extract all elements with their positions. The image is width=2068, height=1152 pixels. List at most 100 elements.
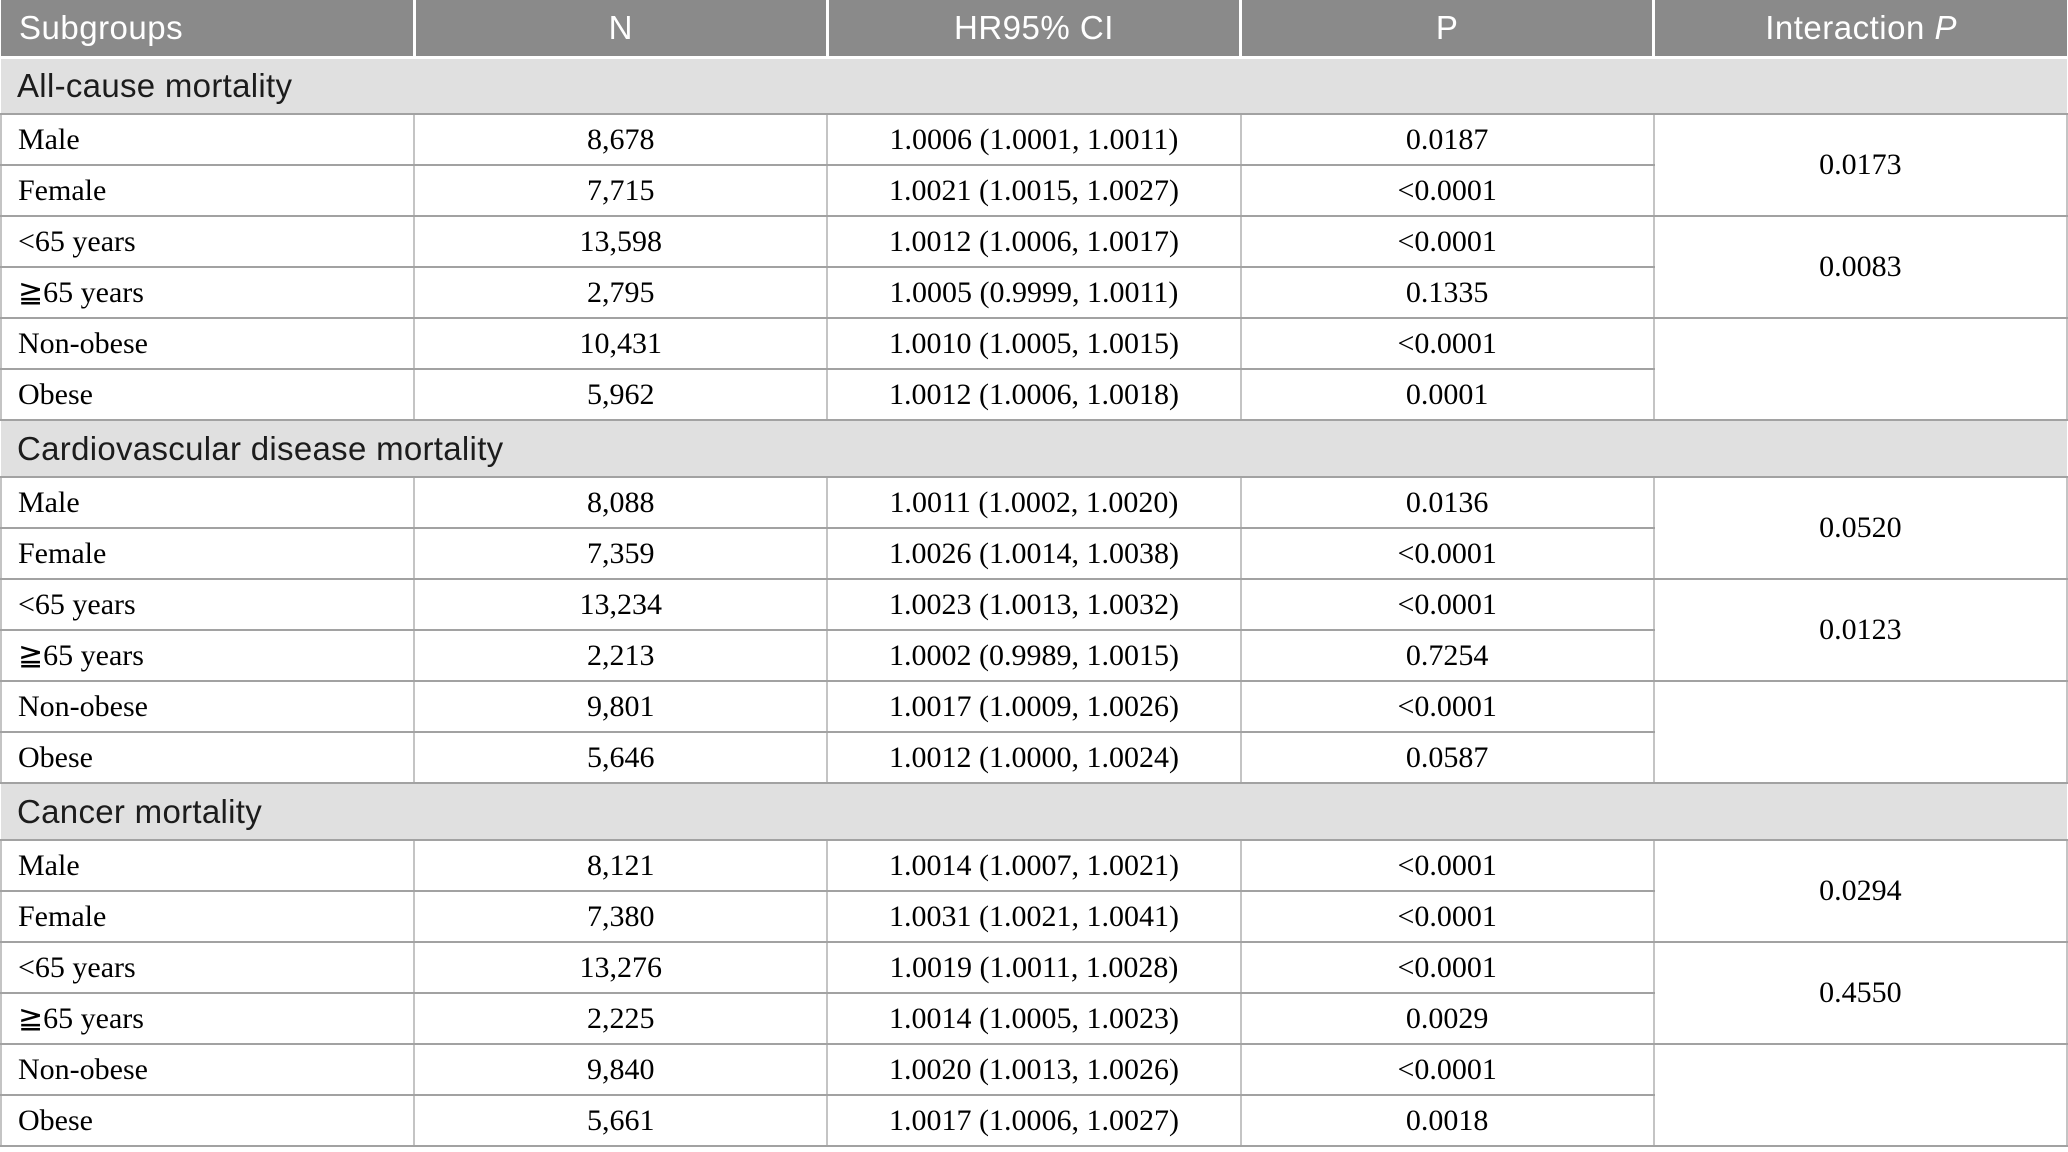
table-row: <65 years 13,598 1.0012 (1.0006, 1.0017)… xyxy=(0,215,2068,319)
table-row: Non-obese 9,840 1.0020 (1.0013, 1.0026) … xyxy=(0,1043,2068,1147)
section-row: Cardiovascular disease mortality xyxy=(1,419,2067,478)
table-row: ≧65 years 2,795 1.0005 (0.9999, 1.0011) … xyxy=(0,266,2067,319)
hr-ci-cell: 1.0012 (1.0000, 1.0024) xyxy=(826,731,1242,784)
table-row: Female 7,359 1.0026 (1.0014, 1.0038) <0.… xyxy=(0,527,2067,580)
table-row: Obese 5,646 1.0012 (1.0000, 1.0024) 0.05… xyxy=(0,731,2067,784)
n-cell: 2,213 xyxy=(413,629,829,682)
table-row: Female 7,715 1.0021 (1.0015, 1.0027) <0.… xyxy=(0,164,2067,217)
p-value-cell: 0.0587 xyxy=(1239,731,1655,784)
subgroup-cell: Obese xyxy=(0,368,416,421)
table-row: <65 years 13,276 1.0019 (1.0011, 1.0028)… xyxy=(0,941,2068,1045)
table-row: Obese 5,661 1.0017 (1.0006, 1.0027) 0.00… xyxy=(0,1094,2067,1147)
hr-ci-cell: 1.0014 (1.0007, 1.0021) xyxy=(826,839,1242,892)
subgroup-cell: Non-obese xyxy=(0,680,416,733)
subgroup-cell: Female xyxy=(0,890,416,943)
table-row: Non-obese 10,431 1.0010 (1.0005, 1.0015)… xyxy=(0,317,2068,421)
n-cell: 2,795 xyxy=(413,266,829,319)
p-value-cell: 0.7254 xyxy=(1239,629,1655,682)
table-row: Male 8,678 1.0006 (1.0001, 1.0011) 0.018… xyxy=(0,113,2068,217)
p-value-cell: 0.0018 xyxy=(1239,1094,1655,1147)
p-value-cell: <0.0001 xyxy=(1239,317,1655,370)
hr-ci-cell: 1.0012 (1.0006, 1.0017) xyxy=(826,215,1242,268)
n-cell: 10,431 xyxy=(413,317,829,370)
table-row: <65 years 13,234 1.0023 (1.0013, 1.0032)… xyxy=(0,578,2068,682)
subgroup-cell: Non-obese xyxy=(0,317,416,370)
p-value-cell: <0.0001 xyxy=(1239,839,1655,892)
hr-ci-cell: 1.0005 (0.9999, 1.0011) xyxy=(826,266,1242,319)
header-row: Subgroups N HR95% CI P Interaction P xyxy=(1,0,2067,59)
table-row: Non-obese 9,801 1.0017 (1.0009, 1.0026) … xyxy=(0,680,2068,784)
p-value-cell: 0.0187 xyxy=(1239,113,1655,166)
interaction-p-cell: 0.0173 xyxy=(1652,113,2068,217)
section-title-all-cause-mortality: All-cause mortality xyxy=(1,56,2067,115)
n-cell: 7,359 xyxy=(413,527,829,580)
p-value-cell: <0.0001 xyxy=(1239,941,1655,994)
n-cell: 7,715 xyxy=(413,164,829,217)
col-header-subgroups: Subgroups xyxy=(1,0,416,59)
p-value-cell: 0.0001 xyxy=(1239,368,1655,421)
n-cell: 2,225 xyxy=(413,992,829,1045)
hr-ci-cell: 1.0017 (1.0009, 1.0026) xyxy=(826,680,1242,733)
p-value-cell: <0.0001 xyxy=(1239,527,1655,580)
subgroup-cell: ≧65 years xyxy=(0,629,416,682)
hr-ci-cell: 1.0020 (1.0013, 1.0026) xyxy=(826,1043,1242,1096)
hr-ci-cell: 1.0002 (0.9989, 1.0015) xyxy=(826,629,1242,682)
n-cell: 7,380 xyxy=(413,890,829,943)
n-cell: 5,962 xyxy=(413,368,829,421)
hr-ci-cell: 1.0011 (1.0002, 1.0020) xyxy=(826,476,1242,529)
n-cell: 8,121 xyxy=(413,839,829,892)
col-header-interaction-p: Interaction P xyxy=(1653,0,2067,59)
hr-ci-cell: 1.0017 (1.0006, 1.0027) xyxy=(826,1094,1242,1147)
subgroup-cell: Non-obese xyxy=(0,1043,416,1096)
subgroup-cell: Female xyxy=(0,164,416,217)
subgroup-cell: Male xyxy=(0,476,416,529)
subgroup-cell: ≧65 years xyxy=(0,992,416,1045)
section-row: All-cause mortality xyxy=(1,56,2067,115)
hr-ci-cell: 1.0023 (1.0013, 1.0032) xyxy=(826,578,1242,631)
n-cell: 13,276 xyxy=(413,941,829,994)
subgroup-cell: ≧65 years xyxy=(0,266,416,319)
subgroup-cell: Obese xyxy=(0,731,416,784)
col-header-n: N xyxy=(414,0,829,59)
col-header-hr-ci: HR95% CI xyxy=(827,0,1243,59)
hr-ci-cell: 1.0019 (1.0011, 1.0028) xyxy=(826,941,1242,994)
subgroup-cell: Male xyxy=(0,839,416,892)
n-cell: 5,646 xyxy=(413,731,829,784)
interaction-p-cell: 0.4550 xyxy=(1652,941,2068,1045)
hr-ci-cell: 1.0010 (1.0005, 1.0015) xyxy=(826,317,1242,370)
table-row: Female 7,380 1.0031 (1.0021, 1.0041) <0.… xyxy=(0,890,2067,943)
section-title-cancer-mortality: Cancer mortality xyxy=(1,782,2067,841)
table-row: Male 8,121 1.0014 (1.0007, 1.0021) <0.00… xyxy=(0,839,2068,943)
p-value-cell: <0.0001 xyxy=(1239,164,1655,217)
p-value-cell: 0.0029 xyxy=(1239,992,1655,1045)
p-value-cell: <0.0001 xyxy=(1239,215,1655,268)
section-row: Cancer mortality xyxy=(1,782,2067,841)
table-row: ≧65 years 2,213 1.0002 (0.9989, 1.0015) … xyxy=(0,629,2067,682)
subgroup-cell: <65 years xyxy=(0,215,416,268)
hr-ci-cell: 1.0021 (1.0015, 1.0027) xyxy=(826,164,1242,217)
interaction-p-cell-empty xyxy=(1652,317,2068,421)
n-cell: 8,678 xyxy=(413,113,829,166)
n-cell: 9,840 xyxy=(413,1043,829,1096)
p-value-cell: <0.0001 xyxy=(1239,578,1655,631)
col-header-p: P xyxy=(1240,0,1656,59)
p-value-cell: <0.0001 xyxy=(1239,680,1655,733)
section-title-cardiovascular-mortality: Cardiovascular disease mortality xyxy=(1,419,2067,478)
table-row: Obese 5,962 1.0012 (1.0006, 1.0018) 0.00… xyxy=(0,368,2067,421)
interaction-p-cell-empty xyxy=(1652,1043,2068,1147)
p-value-cell: <0.0001 xyxy=(1239,890,1655,943)
n-cell: 9,801 xyxy=(413,680,829,733)
hr-ci-cell: 1.0026 (1.0014, 1.0038) xyxy=(826,527,1242,580)
interaction-p-cell: 0.0083 xyxy=(1652,215,2068,319)
subgroup-cell: <65 years xyxy=(0,578,416,631)
table-row: Male 8,088 1.0011 (1.0002, 1.0020) 0.013… xyxy=(0,476,2068,580)
subgroup-cell: Female xyxy=(0,527,416,580)
hr-ci-cell: 1.0012 (1.0006, 1.0018) xyxy=(826,368,1242,421)
interaction-p-cell: 0.0123 xyxy=(1652,578,2068,682)
interaction-p-cell-empty xyxy=(1652,680,2068,784)
n-cell: 5,661 xyxy=(413,1094,829,1147)
hr-ci-cell: 1.0014 (1.0005, 1.0023) xyxy=(826,992,1242,1045)
subgroup-cell: Obese xyxy=(0,1094,416,1147)
